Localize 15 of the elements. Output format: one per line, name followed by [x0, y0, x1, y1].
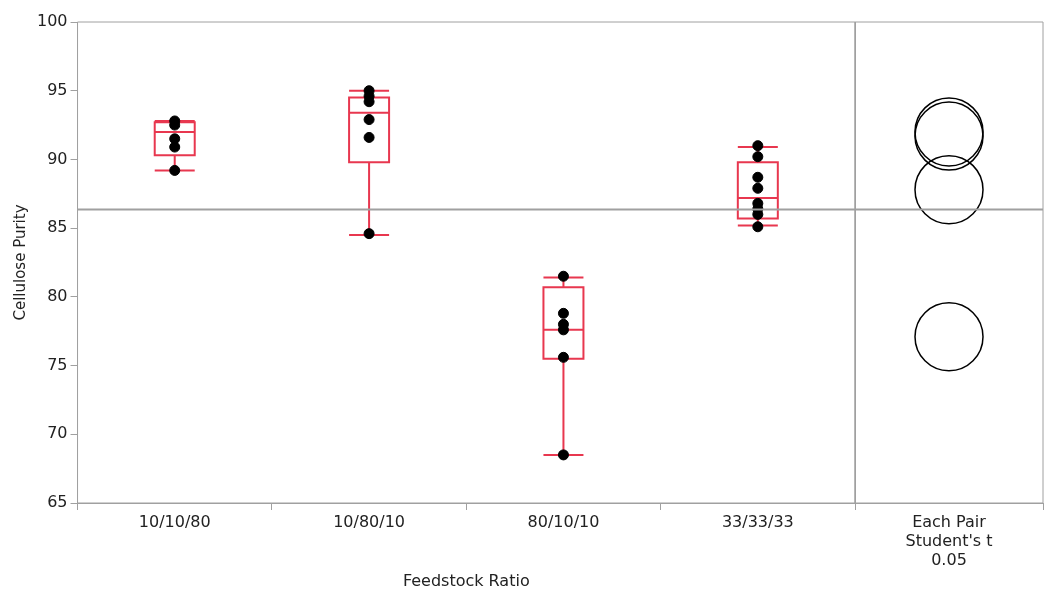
x-tick-label: 10/80/10 [333, 511, 406, 531]
y-tick-label: 65 [47, 492, 68, 512]
x-tick-label: Each Pair Student's t 0.05 [905, 511, 993, 570]
y-axis-title: Cellulose Purity [10, 204, 29, 321]
x-tick-label: 80/10/10 [527, 511, 600, 531]
y-tick-label: 80 [47, 286, 68, 306]
y-tick-label: 95 [47, 79, 68, 99]
y-tick-label: 75 [47, 354, 68, 374]
x-tick-label: 33/33/33 [721, 511, 794, 531]
x-tick-label: 10/10/80 [138, 511, 211, 531]
x-axis-title: Feedstock Ratio [402, 570, 530, 590]
y-tick-label: 100 [36, 11, 68, 31]
y-tick-label: 90 [47, 148, 68, 168]
y-tick-label: 85 [47, 217, 68, 237]
y-tick-label: 70 [47, 423, 68, 443]
